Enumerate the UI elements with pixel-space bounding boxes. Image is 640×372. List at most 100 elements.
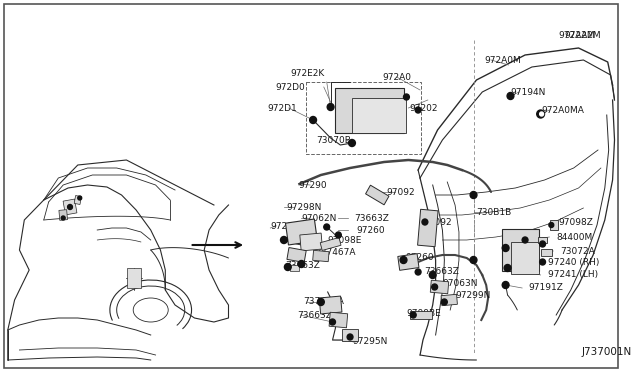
- Polygon shape: [441, 294, 458, 306]
- Polygon shape: [342, 329, 358, 341]
- Text: 97260: 97260: [406, 253, 434, 263]
- Circle shape: [507, 93, 514, 99]
- Text: 73663Z: 73663Z: [424, 266, 459, 276]
- Circle shape: [347, 334, 353, 340]
- Polygon shape: [398, 254, 419, 270]
- Text: 972A0: 972A0: [382, 73, 411, 81]
- Polygon shape: [511, 242, 539, 274]
- Circle shape: [470, 257, 477, 263]
- Text: 97092: 97092: [423, 218, 452, 227]
- Polygon shape: [550, 220, 558, 230]
- Circle shape: [330, 319, 335, 325]
- Text: 84400M: 84400M: [556, 232, 593, 241]
- Circle shape: [404, 94, 410, 100]
- Circle shape: [298, 260, 305, 267]
- Text: 730B1B: 730B1B: [476, 208, 512, 217]
- Text: 97240 (RH): 97240 (RH): [548, 259, 600, 267]
- Text: 97194N: 97194N: [511, 87, 546, 96]
- Polygon shape: [313, 250, 329, 262]
- Circle shape: [429, 272, 436, 279]
- Text: 73663Z: 73663Z: [298, 311, 332, 320]
- Text: 97294N: 97294N: [270, 221, 305, 231]
- Text: 972A0MA: 972A0MA: [541, 106, 584, 115]
- Text: 73746ZA: 73746ZA: [303, 298, 344, 307]
- Polygon shape: [287, 247, 306, 263]
- Polygon shape: [320, 238, 341, 250]
- Circle shape: [502, 244, 509, 251]
- Polygon shape: [502, 229, 539, 271]
- Circle shape: [422, 219, 428, 225]
- Polygon shape: [365, 185, 389, 205]
- Text: 97295N: 97295N: [352, 337, 387, 346]
- Polygon shape: [538, 237, 547, 243]
- Circle shape: [549, 222, 554, 228]
- Text: 97062N: 97062N: [301, 214, 337, 222]
- Polygon shape: [285, 219, 317, 245]
- Circle shape: [442, 299, 447, 305]
- Text: 97298N: 97298N: [287, 202, 322, 212]
- Text: 97290: 97290: [298, 180, 327, 189]
- Circle shape: [324, 224, 330, 230]
- Polygon shape: [329, 312, 348, 328]
- Text: 972A2M: 972A2M: [558, 31, 595, 39]
- Circle shape: [537, 110, 545, 118]
- Circle shape: [68, 205, 72, 209]
- Text: 972A0M: 972A0M: [484, 55, 521, 64]
- Text: 97092: 97092: [386, 187, 415, 196]
- Circle shape: [540, 112, 543, 116]
- Text: 97299N: 97299N: [455, 292, 490, 301]
- Polygon shape: [417, 209, 438, 247]
- Text: 972E2K: 972E2K: [291, 68, 325, 77]
- Text: 972D1: 972D1: [268, 103, 297, 112]
- Text: 972A2M: 972A2M: [564, 31, 600, 39]
- Text: 9709BE: 9709BE: [406, 308, 441, 317]
- Text: 97098E: 97098E: [328, 235, 362, 244]
- Bar: [307, 82, 421, 154]
- Text: 97063N: 97063N: [442, 279, 478, 289]
- Polygon shape: [74, 196, 81, 205]
- Polygon shape: [319, 296, 342, 314]
- Circle shape: [504, 264, 511, 272]
- Polygon shape: [127, 268, 141, 288]
- Circle shape: [400, 257, 407, 263]
- Circle shape: [540, 241, 545, 247]
- Polygon shape: [63, 199, 77, 215]
- Circle shape: [410, 312, 416, 318]
- Circle shape: [349, 140, 355, 147]
- Polygon shape: [59, 210, 67, 220]
- Circle shape: [432, 284, 438, 290]
- Text: 73072A: 73072A: [560, 247, 595, 256]
- Text: 73663Z: 73663Z: [285, 260, 320, 269]
- Text: 737467A: 737467A: [315, 247, 356, 257]
- Circle shape: [470, 192, 477, 199]
- Circle shape: [78, 196, 82, 200]
- Polygon shape: [335, 87, 404, 132]
- Text: J737001N: J737001N: [582, 347, 632, 357]
- Text: 97260: 97260: [357, 225, 385, 234]
- Polygon shape: [430, 280, 449, 294]
- Circle shape: [61, 216, 65, 220]
- Text: 972D0: 972D0: [275, 83, 305, 92]
- Polygon shape: [410, 311, 432, 319]
- Circle shape: [310, 116, 317, 124]
- Circle shape: [415, 107, 421, 113]
- Circle shape: [335, 232, 341, 238]
- Circle shape: [280, 237, 287, 244]
- Polygon shape: [353, 97, 406, 132]
- Text: 97098Z: 97098Z: [558, 218, 593, 227]
- Text: 97241 (LH): 97241 (LH): [548, 270, 598, 279]
- Text: 73070B: 73070B: [316, 135, 351, 144]
- Text: 73663Z: 73663Z: [354, 214, 389, 222]
- Polygon shape: [541, 248, 552, 256]
- Polygon shape: [290, 265, 300, 271]
- Text: 97202: 97202: [410, 103, 438, 112]
- Circle shape: [284, 263, 291, 270]
- Circle shape: [502, 282, 509, 289]
- Circle shape: [327, 103, 334, 110]
- Circle shape: [415, 269, 421, 275]
- Circle shape: [522, 237, 528, 243]
- Circle shape: [317, 298, 324, 305]
- Polygon shape: [300, 233, 323, 251]
- Circle shape: [540, 259, 545, 265]
- Text: 97191Z: 97191Z: [528, 283, 563, 292]
